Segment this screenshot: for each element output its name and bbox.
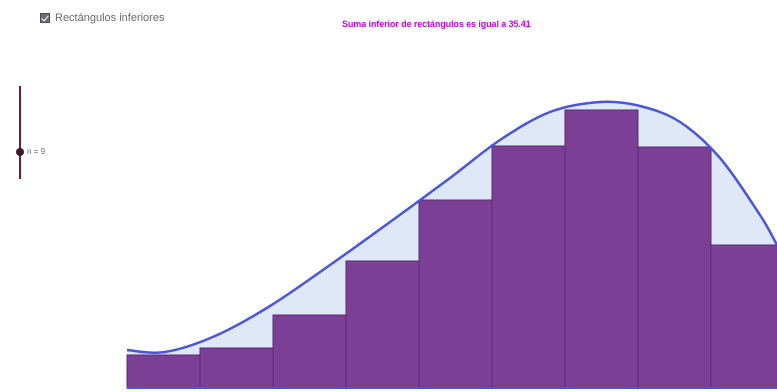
lower-sum-text: Suma inferior de rectángulos es igual a … xyxy=(342,19,531,29)
checkbox-label: Rectángulos inferiores xyxy=(55,12,165,24)
function-curve xyxy=(126,100,777,354)
lower-rectangle-2 xyxy=(199,347,274,389)
lower-rectangle-9 xyxy=(710,244,777,389)
lower-rectangle-1 xyxy=(126,354,201,389)
lower-rectangle-3 xyxy=(272,314,347,389)
lower-rectangle-8 xyxy=(637,146,712,389)
lower-rectangle-5 xyxy=(418,199,493,389)
lower-rectangle-4 xyxy=(345,260,420,389)
n-slider-label: n = 9 xyxy=(27,147,46,156)
lower-rectangles-toggle[interactable]: Rectángulos inferiores xyxy=(40,10,164,26)
lower-rectangle-7 xyxy=(564,109,639,389)
n-slider-track[interactable] xyxy=(19,86,21,179)
lower-rectangle-6 xyxy=(491,145,566,389)
n-slider-handle[interactable] xyxy=(16,148,24,156)
checkbox-checked-icon[interactable] xyxy=(40,13,50,23)
